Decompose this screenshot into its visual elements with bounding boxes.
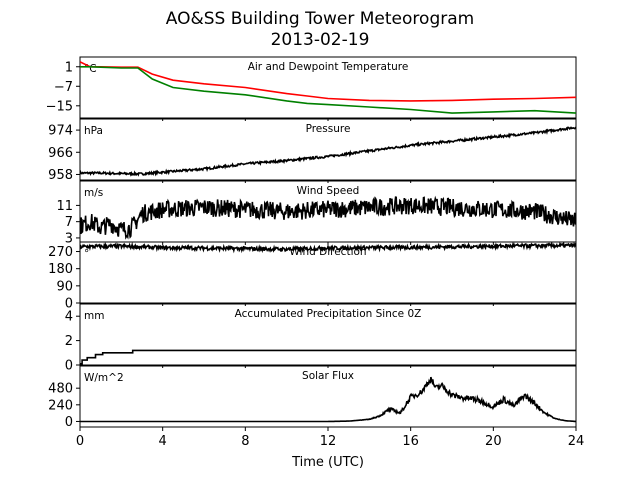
y-tick-label: 3	[65, 231, 73, 246]
x-axis-label: Time (UTC)	[291, 455, 364, 470]
y-tick-label: 0	[65, 359, 73, 374]
x-tick-label: 0	[76, 434, 84, 449]
chart-title: AO&SS Building Tower Meteorogram	[166, 9, 474, 29]
series-line-3-0	[80, 242, 576, 254]
x-tick-label: 24	[568, 434, 585, 449]
panel-unit: mm	[84, 310, 104, 322]
y-tick-label: 90	[56, 279, 73, 294]
panel-4: Accumulated Precipitation Since 0Z mm 4 2 0	[65, 303, 577, 374]
panel-unit: °	[84, 248, 89, 260]
chart-subtitle: 2013-02-19	[271, 30, 370, 50]
series-line-4-0	[80, 349, 576, 365]
y-tick-label: −15	[46, 99, 73, 114]
x-tick-label: 8	[241, 434, 249, 449]
y-tick-label: 0	[65, 415, 73, 430]
y-tick-label: 180	[48, 262, 73, 277]
y-tick-label: 7	[65, 215, 73, 230]
series-line-1-0	[80, 126, 576, 177]
x-tick-label: 12	[320, 434, 337, 449]
panel-0: Air and Dewpoint Temperature°C1−7−15	[46, 56, 577, 121]
panel-unit: hPa	[84, 125, 103, 137]
panel-title: Solar Flux	[302, 370, 354, 382]
panel-title: Wind Speed	[297, 185, 360, 197]
y-tick-label: −7	[54, 80, 73, 95]
y-tick-label: 958	[48, 168, 73, 183]
x-axis: 0 4 8 12 16 20 24	[76, 434, 584, 449]
y-tick-label: 966	[48, 146, 73, 161]
y-tick-label: 4	[65, 310, 73, 325]
y-tick-label: 2	[65, 334, 73, 349]
y-tick-label: 1	[65, 60, 73, 75]
y-tick-label: 11	[56, 199, 73, 214]
y-tick-label: 240	[48, 398, 73, 413]
panels-group: Air and Dewpoint Temperature°C1−7−15Pres…	[46, 56, 577, 431]
panel-title: Pressure	[306, 123, 351, 135]
panel-unit: m/s	[84, 187, 103, 199]
y-tick-label: 0	[65, 297, 73, 312]
series-line-2-0	[80, 195, 576, 240]
x-tick-label: 16	[402, 434, 419, 449]
panel-1: Pressure hPa 974 966 958	[48, 118, 577, 183]
panel-title: Accumulated Precipitation Since 0Z	[235, 308, 422, 320]
panel-title: Air and Dewpoint Temperature	[248, 61, 409, 73]
x-tick-label: 4	[159, 434, 167, 449]
x-tick-label: 20	[485, 434, 502, 449]
panel-unit: W/m^2	[84, 372, 124, 384]
series-line-5-0	[80, 376, 576, 423]
y-tick-label: 974	[48, 124, 73, 139]
y-tick-label: 270	[48, 245, 73, 260]
y-tick-label: 480	[48, 382, 73, 397]
series-line-0-1	[80, 66, 576, 114]
